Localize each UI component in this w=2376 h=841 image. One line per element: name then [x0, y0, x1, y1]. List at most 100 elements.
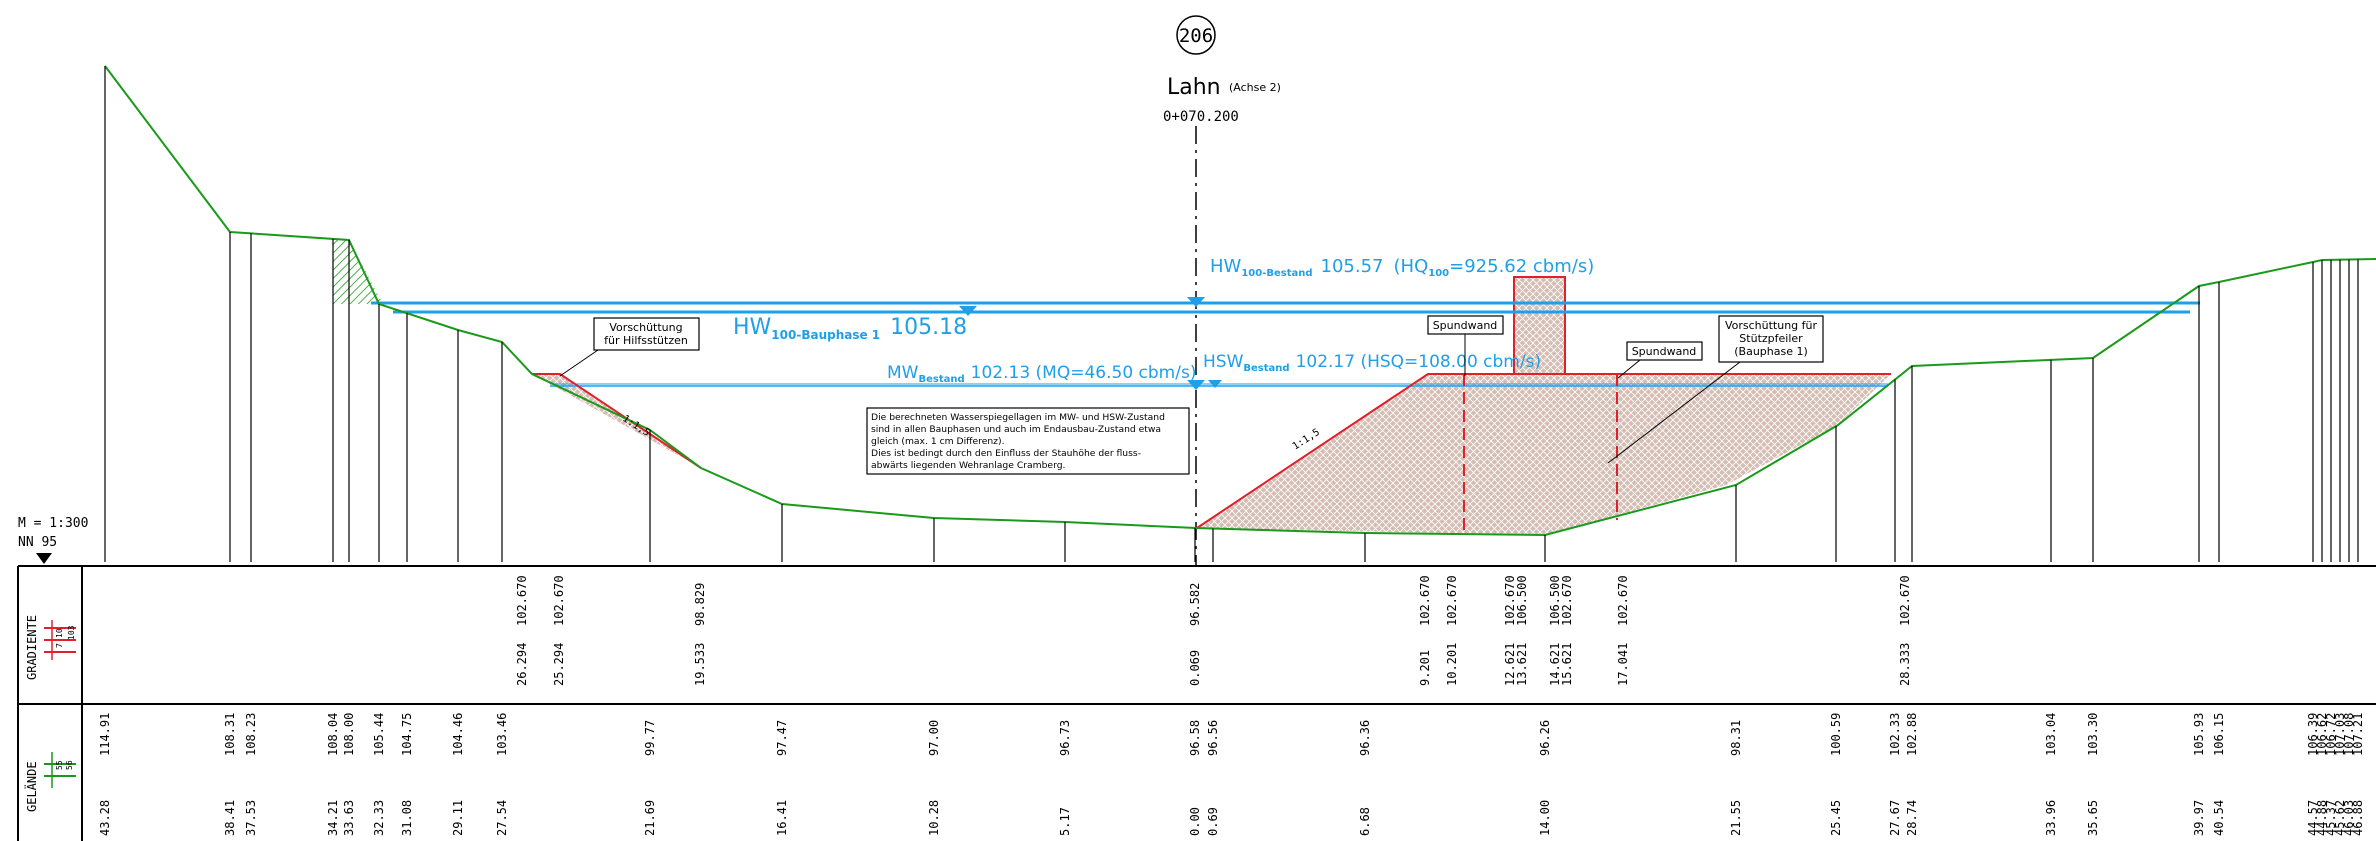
gradiente-height-value: 106.500	[1548, 575, 1562, 626]
gradiente-distance-value: 14.621	[1548, 643, 1562, 686]
gelaende-height-value: 108.23	[244, 713, 258, 756]
leader-line	[559, 349, 599, 377]
gradiente-distance-value: 15.621	[1560, 643, 1574, 686]
gelaende-height-value: 108.00	[342, 713, 356, 756]
gelaende-height-value: 108.31	[223, 713, 237, 756]
gelaende-height-value: 96.36	[1358, 720, 1372, 756]
gelaende-height-value: 106.72	[2324, 713, 2338, 756]
gelaende-distance-value: 33.63	[342, 800, 356, 836]
note-line: sind in allen Bauphasen und auch im Enda…	[871, 424, 1161, 435]
water-marker-icon	[1208, 380, 1222, 388]
gelaende-distance-value: 38.41	[223, 800, 237, 836]
right-fill-area	[1197, 374, 1891, 535]
gradiente-height-value: 102.670	[552, 575, 566, 626]
note-line: Die berechneten Wasserspiegellagen im MW…	[871, 412, 1165, 423]
gradiente-height-value: 102.670	[1418, 575, 1432, 626]
gradiente-distance-value: 19.533	[693, 643, 707, 686]
gelaende-distance-value: 44.57	[2306, 800, 2320, 836]
gelaende-distance-value: 27.67	[1888, 800, 1902, 836]
leader-line	[1617, 359, 1641, 379]
gelaende-distance-value: 25.45	[1829, 800, 1843, 836]
gradiente-distance-value: 12.621	[1503, 643, 1517, 686]
pier-block	[1513, 276, 1566, 375]
gelaende-distance-value: 21.55	[1729, 800, 1743, 836]
gelaende-label: GELÄNDE	[24, 761, 39, 812]
spundwand-label-1: Spundwand	[1433, 319, 1498, 332]
gelaende-height-value: 108.04	[326, 713, 340, 756]
gelaende-distance-value: 0.00	[1188, 807, 1202, 836]
section-number-circle	[1176, 15, 1216, 55]
gelaende-legend-value: 55	[55, 760, 64, 770]
gradiente-height-value: 102.670	[1560, 575, 1574, 626]
gelaende-height-value: 102.88	[1905, 713, 1919, 756]
gelaende-height-value: 100.59	[1829, 713, 1843, 756]
gelaende-height-value: 107.21	[2351, 713, 2365, 756]
gradiente-legend: 10 7 103	[44, 620, 76, 660]
slope-label-left: 1:1,5	[620, 413, 651, 439]
gelaende-height-value: 96.73	[1058, 720, 1072, 756]
gelaende-height-value: 103.04	[2044, 713, 2058, 756]
gradiente-height-value: 106.500	[1515, 575, 1529, 626]
gelaende-distance-value: 37.53	[244, 800, 258, 836]
gradiente-height-value: 102.670	[515, 575, 529, 626]
gelaende-legend: 55 56	[44, 752, 76, 788]
gelaende-height-value: 103.46	[495, 713, 509, 756]
hw-bestand-label: HW100-Bestand 105.57 (HQ100=925.62 cbm/s)	[1210, 256, 1594, 279]
gradiente-distance-value: 26.294	[515, 643, 529, 686]
gradiente-height-value: 102.670	[1503, 575, 1517, 626]
terrain-line	[104, 65, 2376, 537]
section-number: 206	[1179, 25, 1213, 47]
gelaende-distance-value: 29.11	[451, 800, 465, 836]
gelaende-height-value: 96.58	[1188, 720, 1202, 756]
gelaende-distance-value: 46.88	[2351, 800, 2365, 836]
gradiente-height-value: 102.670	[1445, 575, 1459, 626]
gradiente-distance-value: 13.621	[1515, 643, 1529, 686]
gradiente-label: GRADIENTE	[25, 615, 39, 680]
vorschuettung-stuetz-line2: Stützpfeiler	[1739, 332, 1803, 345]
gelaende-height-value: 114.91	[98, 713, 112, 756]
gelaende-distance-value: 16.41	[775, 800, 789, 836]
leader-line	[1607, 361, 1741, 464]
note-line: abwärts liegenden Wehranlage Cramberg.	[871, 460, 1065, 471]
left-fill-area	[532, 374, 701, 468]
gelaende-height-value: 102.33	[1888, 713, 1902, 756]
gelaende-distance-value: 10.28	[927, 800, 941, 836]
gelaende-height-value: 104.46	[451, 713, 465, 756]
gelaende-legend-value: 56	[65, 760, 74, 770]
gradiente-height-value: 102.670	[1616, 575, 1630, 626]
gelaende-height-value: 96.56	[1206, 720, 1220, 756]
gelaende-distance-value: 45.62	[2333, 800, 2347, 836]
gelaende-height-value: 106.39	[2306, 713, 2320, 756]
spundwand-label-2: Spundwand	[1632, 345, 1697, 358]
gelaende-distance-value: 40.54	[2212, 800, 2226, 836]
datum-marker-icon	[36, 553, 52, 564]
gelaende-height-value: 98.31	[1729, 720, 1743, 756]
note-line: Dies ist bedingt durch den Einfluss der …	[871, 448, 1141, 459]
gelaende-height-value: 96.26	[1538, 720, 1552, 756]
vorschuettung-stuetz-box	[1718, 315, 1824, 363]
gelaende-height-value: 103.30	[2086, 713, 2100, 756]
gelaende-distance-value: 6.68	[1358, 807, 1372, 836]
river-axis: (Achse 2)	[1229, 81, 1281, 94]
mw-label: MWBestand 102.13 (MQ=46.50 cbm/s)	[887, 363, 1196, 385]
gelaende-height-value: 106.15	[2212, 713, 2226, 756]
gradiente-distance-value: 28.333	[1898, 643, 1912, 686]
station-label: 0+070.200	[1163, 109, 1239, 125]
gelaende-distance-value: 35.65	[2086, 800, 2100, 836]
gradiente-distance-value: 25.294	[552, 643, 566, 686]
gelaende-distance-value: 44.88	[2315, 800, 2329, 836]
gelaende-height-value: 105.44	[372, 713, 386, 756]
water-marker-icon	[1187, 380, 1205, 390]
gelaende-height-value: 107.08	[2342, 713, 2356, 756]
gelaende-distance-value: 39.97	[2192, 800, 2206, 836]
vorschuettung-hilf-line2: für Hilfsstützen	[604, 334, 688, 347]
gelaende-height-value: 106.62	[2315, 713, 2329, 756]
vorschuettung-stuetz-line3: (Bauphase 1)	[1734, 345, 1808, 358]
vorschuettung-hilf-line1: Vorschüttung	[609, 321, 682, 334]
gradiente-distance-value: 9.201	[1418, 650, 1432, 686]
gelaende-height-value: 107.03	[2333, 713, 2347, 756]
gelaende-distance-value: 34.21	[326, 800, 340, 836]
gradiente-legend-value: 103	[67, 625, 76, 640]
gelaende-distance-value: 28.74	[1905, 800, 1919, 836]
